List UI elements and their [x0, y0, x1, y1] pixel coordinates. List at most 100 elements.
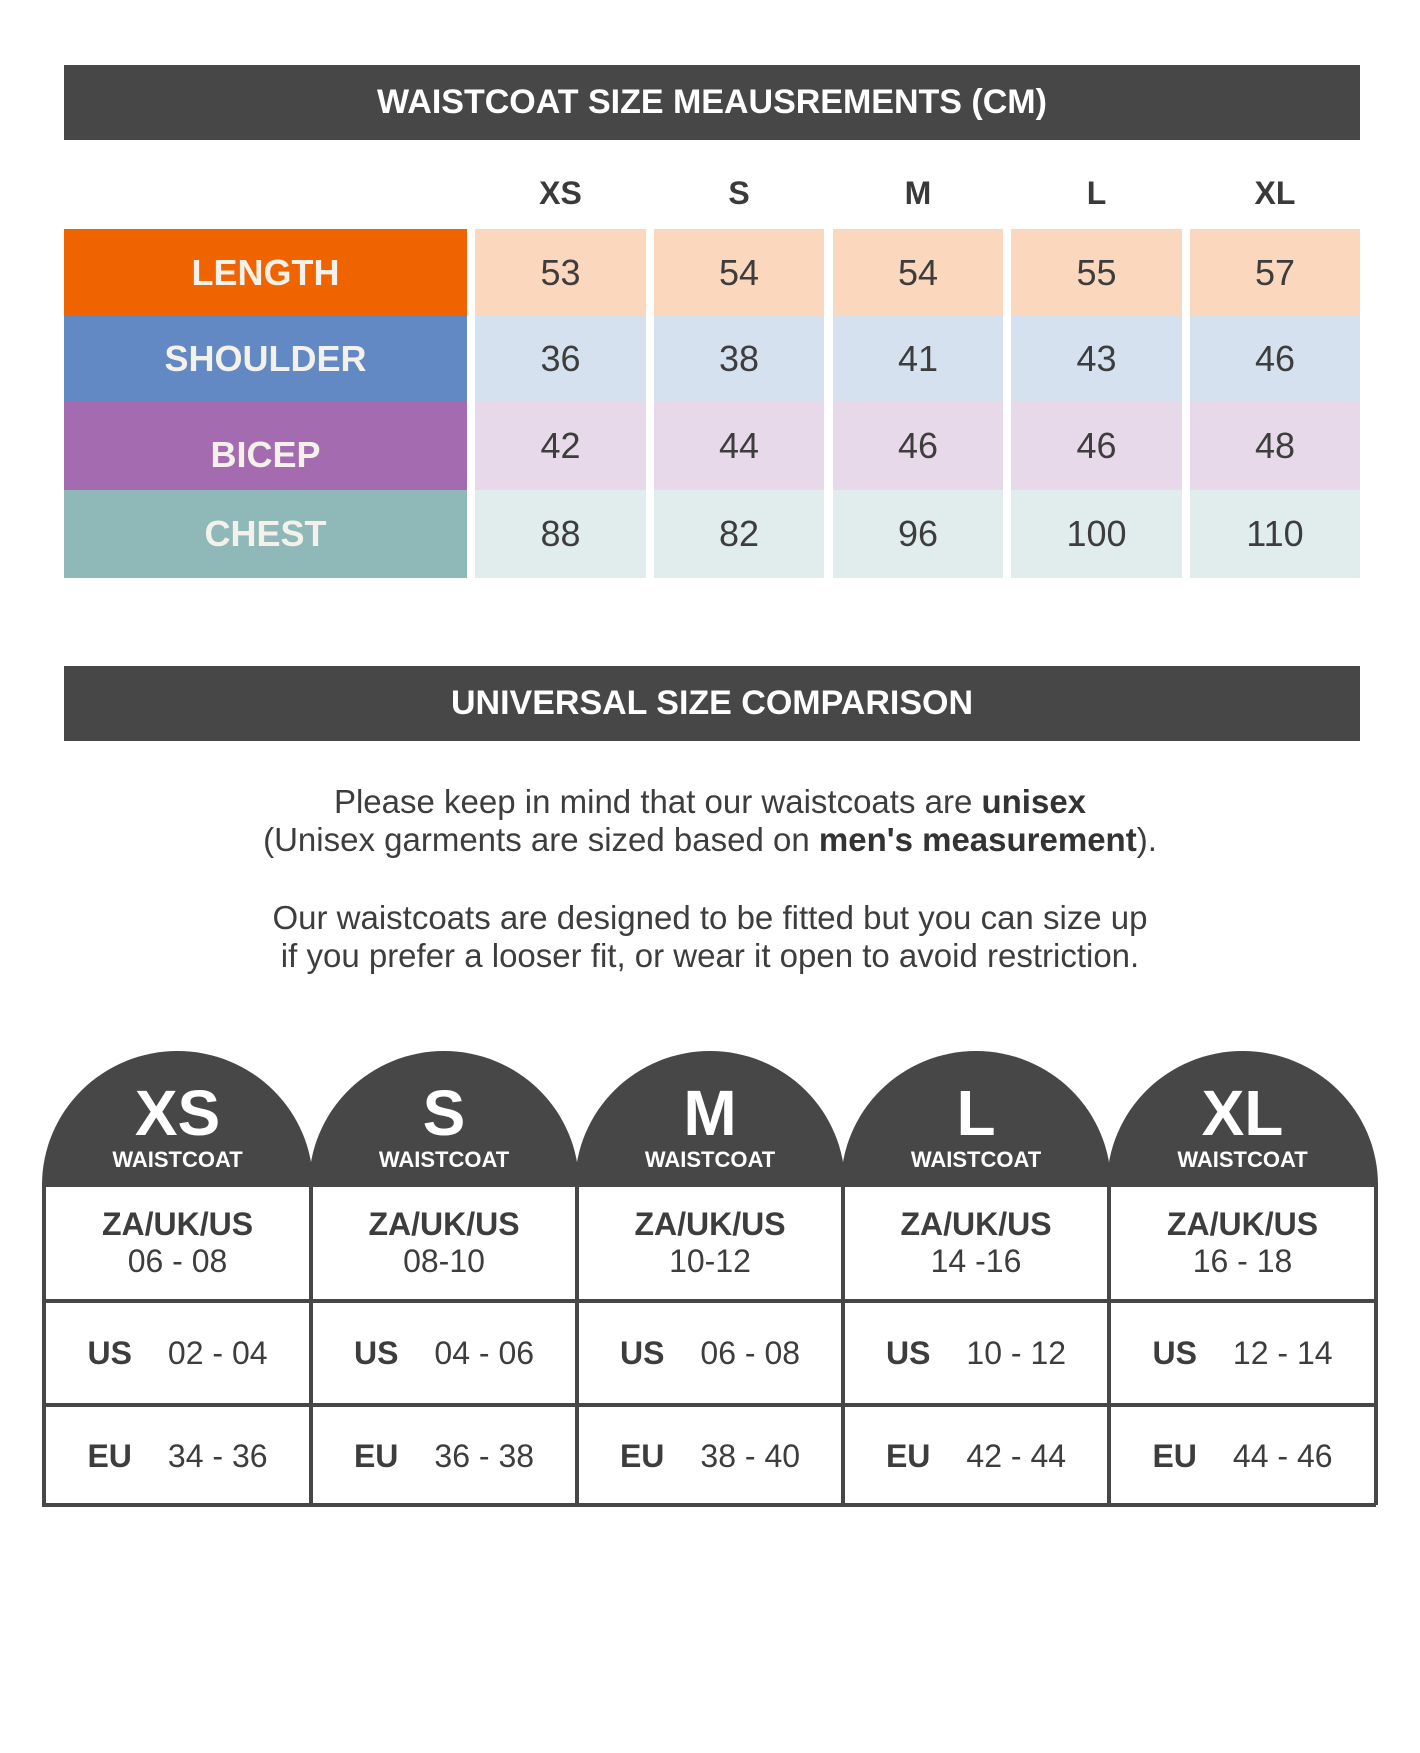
fit-note: Our waistcoats are designed to be fitted…: [272, 899, 1148, 936]
za-uk-us-cell: ZA/UK/US 10-12: [575, 1187, 845, 1299]
us-value: 10 - 12: [966, 1334, 1067, 1371]
eu-value: 44 - 46: [1232, 1437, 1333, 1474]
grid-divider: [42, 1403, 1376, 1407]
measurement-cell: 55: [1011, 229, 1182, 316]
za-value: 08-10: [403, 1243, 485, 1279]
measurement-cell: 88: [475, 490, 646, 578]
measurement-cell: 46: [1011, 402, 1182, 490]
grid-divider: [575, 1183, 579, 1505]
size-header: XL: [1254, 175, 1296, 211]
measurement-cell: 44: [654, 402, 824, 490]
measurement-cell: 42: [475, 402, 646, 490]
eu-label: EU: [619, 1437, 665, 1474]
eu-cell: EU 34 - 36: [42, 1407, 313, 1505]
grid-divider: [1107, 1183, 1111, 1505]
eu-label: EU: [1152, 1437, 1197, 1474]
us-label: US: [353, 1334, 399, 1371]
grid-divider: [42, 1183, 46, 1505]
comparison-title: UNIVERSAL SIZE COMPARISON: [64, 666, 1360, 741]
unisex-note-2: (Unisex garments are sized based on men'…: [0, 821, 1420, 859]
us-value: 12 - 14: [1232, 1334, 1333, 1371]
za-uk-us-cell: ZA/UK/US 08-10: [309, 1187, 579, 1299]
row-label-bicep: BICEP: [64, 402, 467, 490]
size-letter: M: [683, 1077, 737, 1149]
grid-divider: [42, 1183, 1376, 1187]
size-header: L: [1086, 175, 1107, 211]
za-value: 06 - 08: [127, 1243, 228, 1279]
note-text: ).: [1136, 821, 1157, 858]
size-header: XS: [539, 175, 582, 211]
size-sublabel: WAISTCOAT: [1177, 1147, 1308, 1172]
us-cell: US 04 - 06: [309, 1303, 579, 1403]
za-label: ZA/UK/US: [634, 1206, 786, 1242]
size-header: M: [904, 175, 932, 211]
measurements-title: WAISTCOAT SIZE MEAUSREMENTS (CM): [64, 65, 1360, 140]
note-bold: unisex: [981, 783, 1087, 820]
size-sublabel: WAISTCOAT: [378, 1147, 510, 1172]
za-value: 16 - 18: [1192, 1243, 1293, 1279]
za-label: ZA/UK/US: [1166, 1206, 1319, 1242]
us-label: US: [885, 1334, 931, 1371]
grid-divider: [42, 1299, 1376, 1303]
us-cell: US 10 - 12: [841, 1303, 1111, 1403]
za-uk-us-cell: ZA/UK/US 16 - 18: [1107, 1187, 1378, 1299]
eu-cell: EU 44 - 46: [1107, 1407, 1378, 1505]
size-sublabel: WAISTCOAT: [910, 1147, 1042, 1172]
us-value: 02 - 04: [167, 1334, 268, 1371]
size-letter: XL: [1201, 1077, 1284, 1149]
size-letter: S: [422, 1077, 466, 1149]
measurement-cell: 96: [833, 490, 1003, 578]
size-sublabel: WAISTCOAT: [644, 1147, 776, 1172]
grid-divider: [42, 1503, 1376, 1507]
us-value: 04 - 06: [434, 1334, 535, 1371]
size-arch-s: S WAISTCOAT: [309, 1051, 579, 1185]
eu-cell: EU 38 - 40: [575, 1407, 845, 1505]
measurement-cell: 46: [1190, 316, 1360, 402]
size-header: S: [728, 175, 750, 211]
grid-divider: [841, 1183, 845, 1505]
za-uk-us-cell: ZA/UK/US 14 -16: [841, 1187, 1111, 1299]
measurement-cell: 82: [654, 490, 824, 578]
row-label-length: LENGTH: [64, 229, 467, 316]
za-value: 10-12: [669, 1243, 751, 1279]
eu-label: EU: [87, 1437, 132, 1474]
row-label-chest: CHEST: [64, 490, 467, 578]
measurement-cell: 57: [1190, 229, 1360, 316]
us-value: 06 - 08: [700, 1334, 801, 1371]
size-letter: XS: [134, 1077, 221, 1149]
us-cell: US 06 - 08: [575, 1303, 845, 1403]
measurement-cell: 36: [475, 316, 646, 402]
unisex-note: Please keep in mind that our waistcoats …: [0, 783, 1420, 821]
za-value: 14 -16: [930, 1243, 1022, 1279]
measurement-cell: 38: [654, 316, 824, 402]
grid-divider: [1374, 1183, 1378, 1505]
us-label: US: [1152, 1334, 1197, 1371]
size-sublabel: WAISTCOAT: [112, 1147, 243, 1172]
measurement-cell: 54: [654, 229, 824, 316]
size-arch-xs: XS WAISTCOAT: [42, 1051, 313, 1185]
eu-cell: EU 42 - 44: [841, 1407, 1111, 1505]
measurement-cell: 46: [833, 402, 1003, 490]
us-cell: US 12 - 14: [1107, 1303, 1378, 1403]
eu-value: 42 - 44: [966, 1437, 1067, 1474]
eu-value: 38 - 40: [700, 1437, 801, 1474]
eu-label: EU: [885, 1437, 931, 1474]
measurement-cell: 110: [1190, 490, 1360, 578]
za-uk-us-cell: ZA/UK/US 06 - 08: [42, 1187, 313, 1299]
measurement-cell: 53: [475, 229, 646, 316]
measurement-cell: 100: [1011, 490, 1182, 578]
eu-cell: EU 36 - 38: [309, 1407, 579, 1505]
measurement-cell: 41: [833, 316, 1003, 402]
size-letter: L: [956, 1077, 996, 1149]
eu-value: 36 - 38: [434, 1437, 535, 1474]
eu-value: 34 - 36: [167, 1437, 268, 1474]
measurement-cell: 43: [1011, 316, 1182, 402]
fit-note-2: if you prefer a looser fit, or wear it o…: [280, 937, 1140, 974]
size-arch-l: L WAISTCOAT: [841, 1051, 1111, 1185]
row-label-shoulder: SHOULDER: [64, 316, 467, 402]
note-bold: men's measurement: [818, 821, 1137, 858]
za-label: ZA/UK/US: [368, 1206, 520, 1242]
measurement-cell: 54: [833, 229, 1003, 316]
eu-label: EU: [353, 1437, 399, 1474]
